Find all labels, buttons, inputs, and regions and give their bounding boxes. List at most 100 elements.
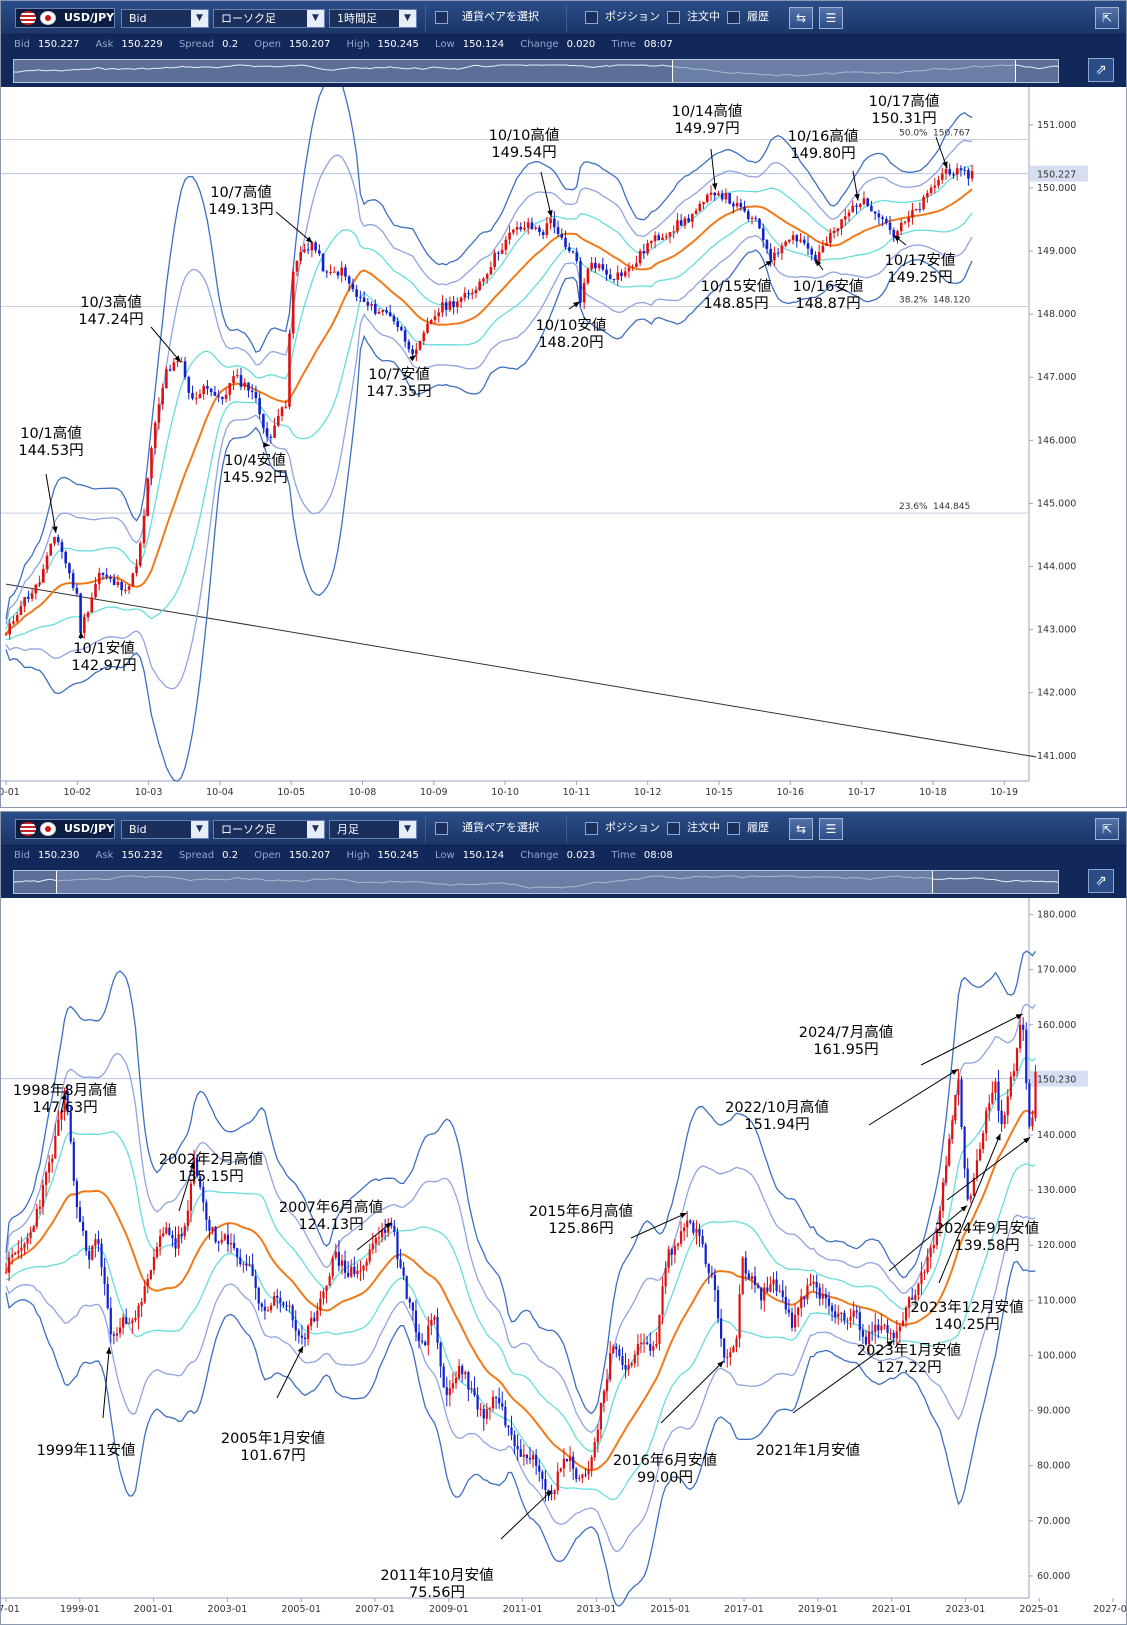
candle-body	[871, 1331, 874, 1333]
pair-select-checkbox[interactable]	[435, 822, 448, 835]
candle-body	[470, 1388, 473, 1390]
timeframe-select[interactable]: 月足 ▼	[329, 820, 417, 839]
orders-label[interactable]: 注文中	[687, 10, 720, 23]
candle-body	[497, 252, 500, 254]
chart-tool-icon[interactable]: ⇆	[789, 818, 813, 840]
history-checkbox[interactable]	[727, 11, 740, 24]
x-tick-label: 2005-01	[281, 1604, 321, 1615]
candle-body	[260, 1303, 263, 1307]
history-label[interactable]: 履歴	[747, 821, 769, 834]
price-type-select[interactable]: Bid ▼	[121, 820, 209, 839]
annotation-label: 2015年6月高値	[529, 1203, 633, 1220]
candle-body	[72, 1141, 75, 1182]
navigator-scroller[interactable]	[13, 870, 1059, 894]
x-tick-label: 10-02	[63, 787, 91, 798]
annotation-arrow	[920, 1013, 1023, 1066]
candle-body	[631, 266, 634, 268]
candle-body	[180, 1233, 183, 1237]
candle-body	[294, 1320, 297, 1331]
orders-checkbox[interactable]	[667, 11, 680, 24]
annotation-label: 147.63円	[32, 1100, 97, 1116]
candle-body	[593, 1442, 596, 1458]
open-label: Open	[254, 850, 281, 861]
candle-body	[907, 217, 911, 222]
pair-select-checkbox[interactable]	[435, 11, 448, 24]
chart-type-select[interactable]: ローソク足 ▼	[213, 820, 325, 839]
hourly-candlestick-chart[interactable]: 151.000 150.000 149.000 148.000 147.000 146.0…	[1, 87, 1126, 807]
collapse-icon[interactable]: ⇱	[1095, 818, 1119, 840]
list-icon[interactable]: ☰	[819, 818, 843, 840]
navigator-selection[interactable]	[55, 871, 933, 893]
candle-body	[888, 222, 892, 230]
currency-pair-display[interactable]: USD/JPY	[15, 8, 115, 28]
currency-pair-display[interactable]: USD/JPY	[15, 819, 115, 839]
position-label[interactable]: ポジション	[605, 821, 660, 834]
candle-body	[445, 1387, 448, 1395]
candle-body	[765, 240, 769, 249]
candle-body	[23, 1243, 26, 1248]
candle-body	[689, 1220, 692, 1223]
trendline	[5, 583, 1037, 758]
navigator-scroller[interactable]	[13, 59, 1059, 83]
candle-body	[53, 537, 56, 544]
monthly-candlestick-chart[interactable]: 180.000170.000160.000150.000140.000130.0…	[1, 898, 1126, 1624]
annotation-label: 124.13円	[298, 1217, 363, 1233]
navigator-selection[interactable]	[671, 60, 1017, 82]
orders-checkbox[interactable]	[667, 822, 680, 835]
candle-body	[94, 1239, 97, 1246]
collapse-icon[interactable]: ⇱	[1095, 7, 1119, 29]
candle-body	[448, 301, 452, 310]
candle-body	[403, 330, 407, 342]
history-label[interactable]: 履歴	[747, 10, 769, 23]
toolbar-divider	[425, 4, 426, 32]
candle-body	[4, 634, 8, 636]
price-type-select[interactable]: Bid ▼	[121, 9, 209, 28]
candle-body	[650, 241, 653, 244]
expand-icon[interactable]: ⇗	[1088, 869, 1114, 893]
annotation-label: 2007年6月高値	[279, 1199, 383, 1216]
candle-body	[957, 1079, 960, 1095]
candle-body	[134, 1317, 137, 1321]
orders-label[interactable]: 注文中	[687, 821, 720, 834]
candle-body	[646, 243, 649, 254]
candle-body	[118, 1327, 122, 1334]
candle-body	[458, 1366, 461, 1379]
ask-value: 150.232	[121, 850, 163, 861]
price-type-value: Bid	[129, 823, 147, 836]
candle-body	[602, 1391, 606, 1403]
candle-body	[596, 1429, 599, 1443]
band-upper-2	[5, 1003, 1036, 1434]
candle-body	[649, 1343, 652, 1351]
candle-body	[131, 1320, 134, 1324]
candle-body	[633, 1354, 636, 1364]
candle-body	[116, 582, 120, 586]
candle-body	[972, 1177, 975, 1196]
candle-body	[124, 589, 127, 591]
list-icon[interactable]: ☰	[819, 7, 843, 29]
candle-body	[687, 218, 690, 222]
fib-level-percent: 50.0%	[899, 129, 928, 139]
history-checkbox[interactable]	[727, 822, 740, 835]
timeframe-select[interactable]: 1時間足 ▼	[329, 9, 417, 28]
candle-body	[899, 222, 903, 232]
chart-type-select[interactable]: ローソク足 ▼	[213, 9, 325, 28]
position-checkbox[interactable]	[585, 822, 598, 835]
chart-tool-icon[interactable]: ⇆	[789, 7, 813, 29]
position-label[interactable]: ポジション	[605, 10, 660, 23]
candle-body	[761, 228, 765, 241]
candle-body	[597, 264, 601, 269]
pair-select-label[interactable]: 通貨ペアを選択	[462, 821, 539, 834]
candle-body	[23, 597, 26, 607]
pair-select-label[interactable]: 通貨ペアを選択	[462, 10, 539, 23]
annotation-label: 1998年8月高値	[13, 1082, 117, 1099]
candle-body	[269, 1305, 273, 1311]
candle-body	[162, 1233, 165, 1237]
candle-body	[717, 193, 720, 196]
candle-body	[652, 1346, 655, 1351]
annotation-arrowhead	[886, 1340, 894, 1347]
expand-icon[interactable]: ⇗	[1088, 58, 1114, 82]
candle-body	[329, 271, 332, 273]
position-checkbox[interactable]	[585, 11, 598, 24]
candle-body	[143, 1286, 146, 1303]
high-label: High	[346, 850, 370, 861]
